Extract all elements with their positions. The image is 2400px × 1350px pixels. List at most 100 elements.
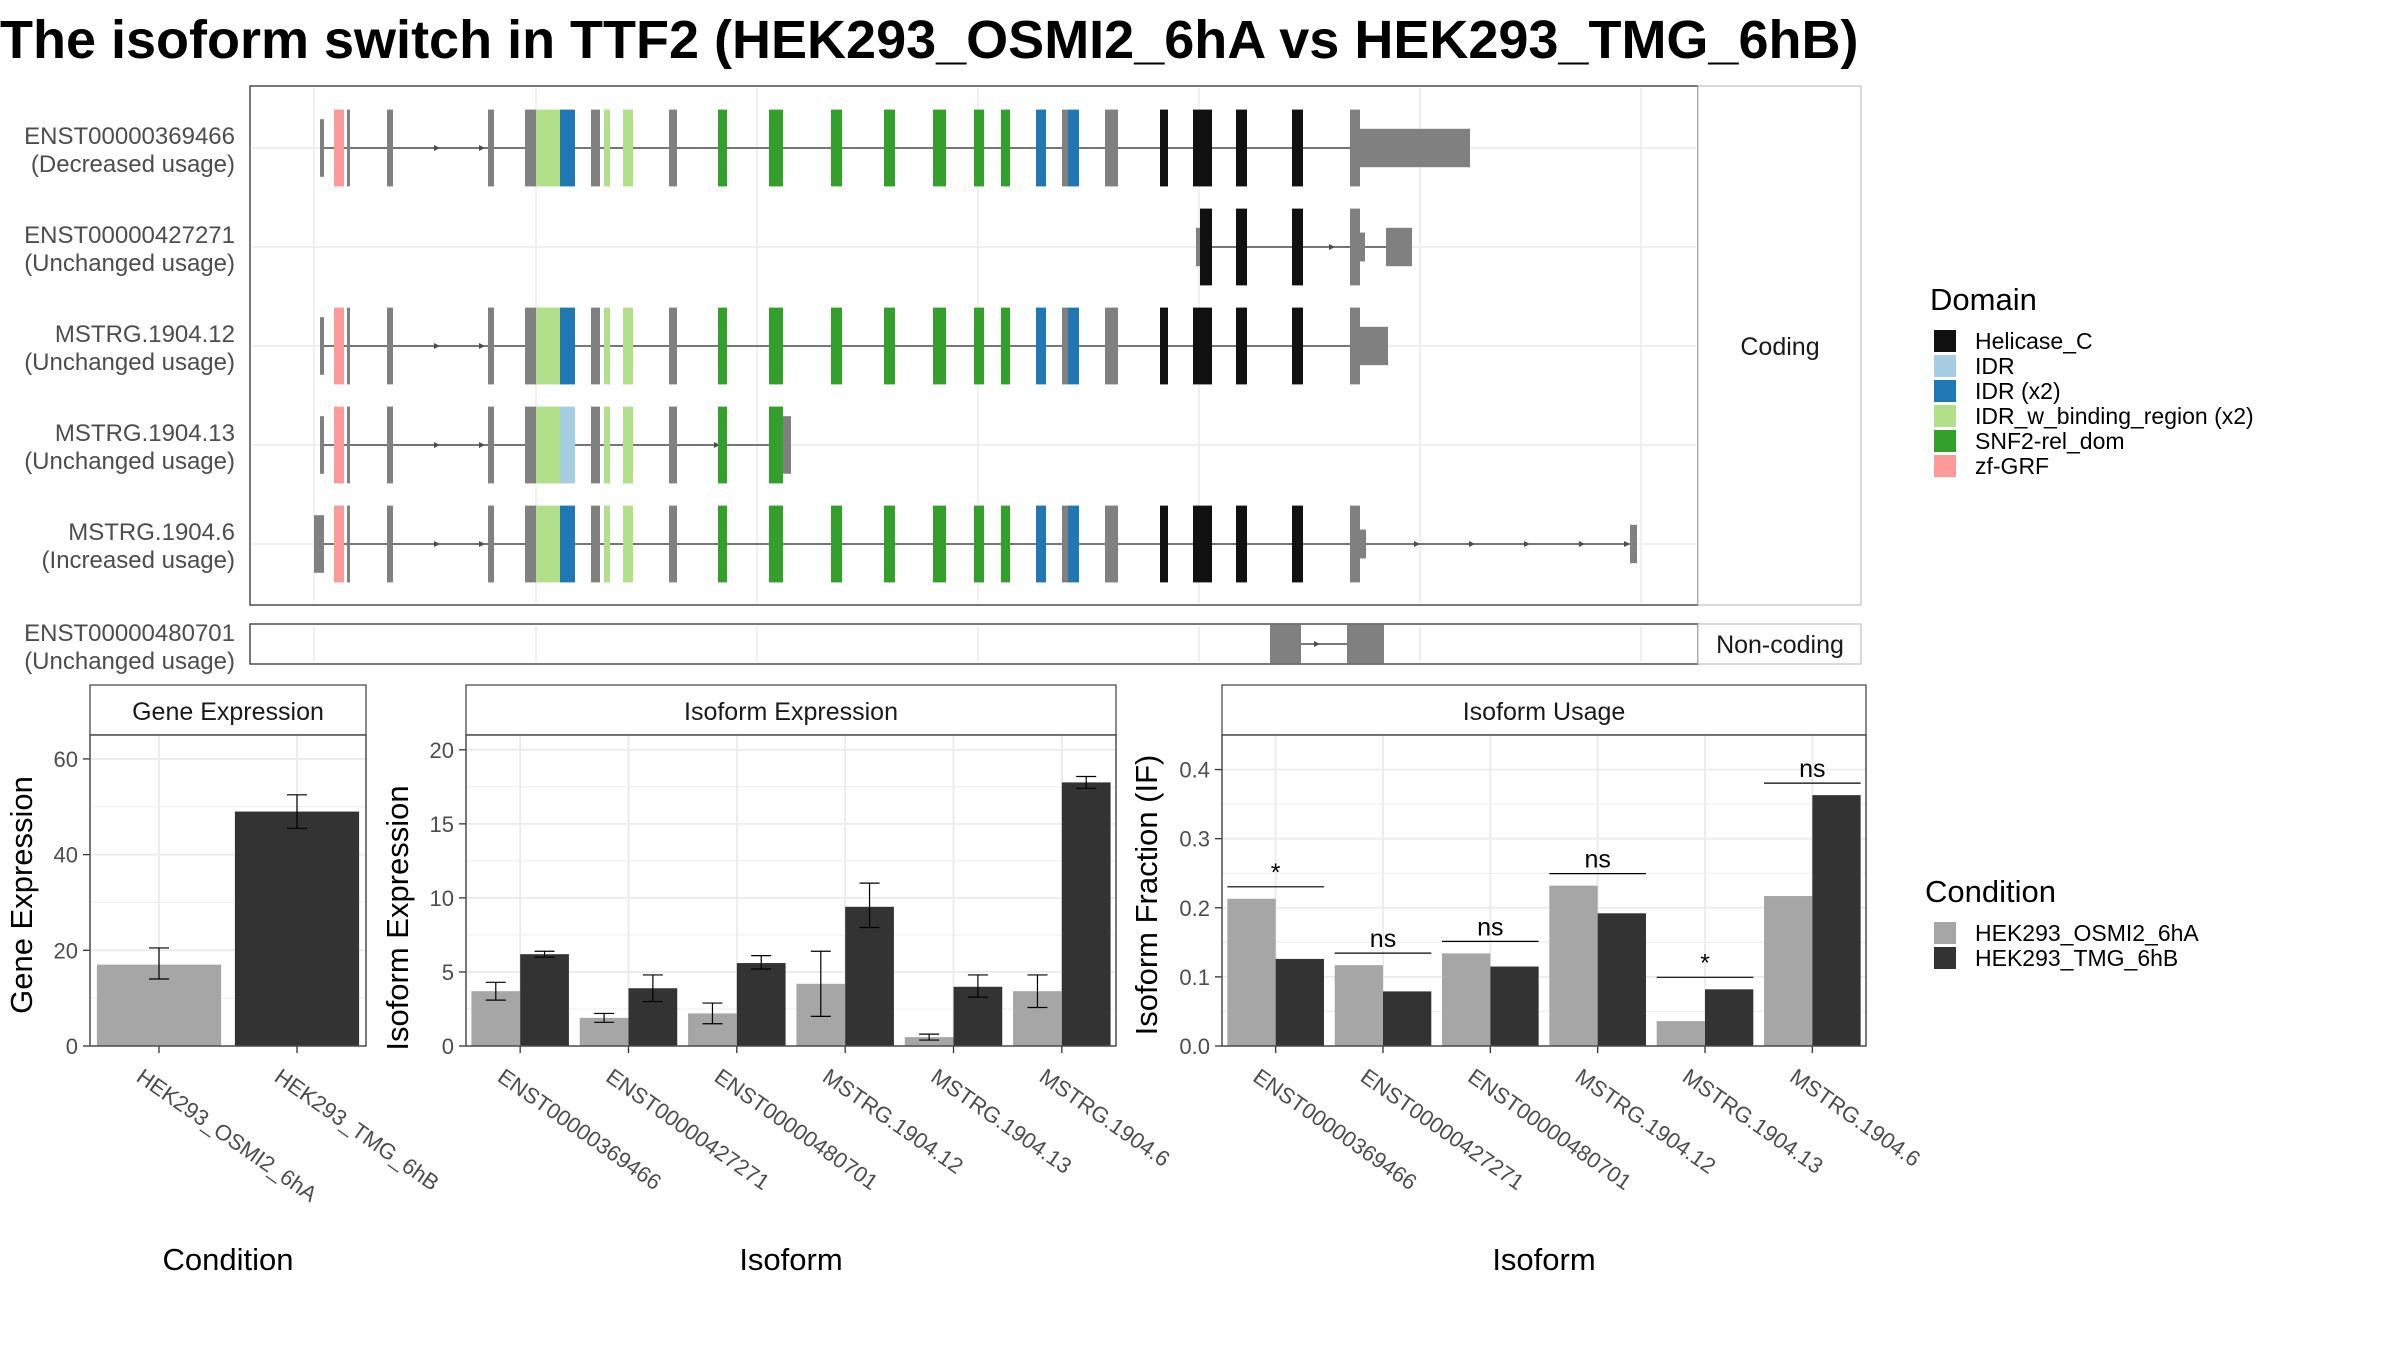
domain-exon — [1001, 307, 1010, 385]
domain-legend-label: zf-GRF — [1975, 453, 2049, 479]
y-tick-label: 20 — [430, 738, 454, 763]
strand-arrow — [714, 442, 720, 448]
bar — [1442, 953, 1491, 1046]
exon — [314, 515, 324, 573]
domain-exon — [604, 406, 610, 484]
bar — [736, 963, 786, 1046]
exon — [488, 505, 494, 583]
exon — [488, 109, 494, 187]
bar — [904, 1037, 954, 1046]
isoform-usage-chart: Isoform Usage Isoform Isoform Fraction (… — [1129, 684, 1925, 1277]
y-tick-label: 5 — [442, 960, 454, 985]
exon — [1350, 326, 1388, 366]
strand-arrow — [1329, 244, 1335, 250]
exon — [387, 406, 393, 484]
bar — [1383, 991, 1432, 1046]
domain-exon — [933, 109, 946, 187]
y-tick-label: 40 — [54, 843, 78, 868]
bar — [1334, 965, 1383, 1046]
coding-strip — [1697, 85, 1862, 606]
domain-exon — [536, 505, 560, 583]
domain-exon — [334, 307, 344, 385]
domain-exon — [1236, 109, 1247, 187]
domain-exon — [718, 505, 727, 583]
y-tick-label: 0 — [66, 1034, 78, 1059]
exon — [669, 109, 677, 187]
y-tick-label: 0.4 — [1179, 758, 1210, 783]
legend-label-condition-b: HEK293_TMG_6hB — [1975, 945, 2178, 971]
exon — [1350, 208, 1360, 286]
exon — [347, 406, 350, 484]
bar — [845, 906, 894, 1046]
strand-arrow — [1524, 541, 1530, 547]
significance-label: ns — [1799, 755, 1825, 783]
transcript-id: MSTRG.1904.6 — [68, 519, 235, 546]
domain-exon — [974, 109, 984, 187]
exon — [387, 109, 393, 187]
domain-legend-label: IDR — [1975, 353, 2015, 379]
exon — [525, 109, 536, 187]
strand-arrow — [434, 145, 440, 151]
domain-exon — [604, 307, 610, 385]
exon — [320, 317, 324, 375]
plot-border — [465, 734, 1117, 1047]
domain-exon — [974, 505, 984, 583]
domain-exon — [718, 109, 727, 187]
domain-legend-key — [1934, 380, 1956, 402]
exon — [387, 307, 393, 385]
transcript-usage: (Decreased usage) — [31, 151, 235, 178]
domain-exon — [831, 109, 842, 187]
exon — [1105, 109, 1118, 187]
y-tick-label: 0.2 — [1179, 896, 1210, 921]
significance-label: * — [1271, 859, 1281, 887]
domain-exon — [884, 109, 895, 187]
transcript-usage: (Unchanged usage) — [24, 648, 235, 675]
domain-exon — [1068, 307, 1079, 385]
exon — [1062, 109, 1068, 187]
exon — [387, 505, 393, 583]
isoform-usage-panel-title: Isoform Usage — [1463, 698, 1626, 726]
transcript-usage: (Unchanged usage) — [24, 448, 235, 475]
domain-exon — [831, 307, 842, 385]
gene-expression-x-axis-title: Condition — [163, 1242, 294, 1277]
coding-transcript-labels: ENST00000369466 (Decreased usage) ENST00… — [24, 123, 235, 574]
significance-label: ns — [1477, 913, 1503, 941]
domain-exon — [1001, 505, 1010, 583]
domain-exon — [1193, 109, 1212, 187]
domain-exon — [831, 505, 842, 583]
domain-exon — [1292, 505, 1303, 583]
domain-exon — [536, 406, 560, 484]
strand-arrow — [479, 541, 485, 547]
domain-exon — [1036, 307, 1046, 385]
domain-exon — [1292, 109, 1303, 187]
domain-exon — [1193, 307, 1212, 385]
isoform-usage-y-axis-title: Isoform Fraction (IF) — [1129, 755, 1164, 1036]
significance-label: ns — [1584, 846, 1610, 874]
domain-exon — [623, 505, 633, 583]
isoform-expression-x-axis-title: Isoform — [739, 1242, 842, 1277]
y-tick-label: 0 — [442, 1034, 454, 1059]
strand-arrow — [1579, 541, 1585, 547]
exon — [525, 307, 536, 385]
domain-exon — [334, 109, 344, 187]
domain-legend-key — [1934, 355, 1956, 377]
transcript-structure: Coding Non-coding ENST00000369466 (Decre… — [24, 85, 1862, 675]
bar — [234, 811, 360, 1046]
transcript-usage: (Increased usage) — [42, 547, 235, 574]
noncoding-panel — [249, 623, 1699, 665]
domain-exon — [1236, 307, 1247, 385]
exon — [1105, 307, 1118, 385]
domain-exon — [1068, 505, 1079, 583]
exon — [1196, 227, 1200, 267]
strand-arrow — [479, 343, 485, 349]
domain-exon — [623, 109, 633, 187]
exon — [320, 119, 324, 177]
bar — [1705, 989, 1754, 1046]
domain-exon — [1292, 208, 1303, 286]
isoform-expression-chart: Isoform Expression Isoform Isoform Expre… — [380, 684, 1175, 1277]
exon — [1630, 524, 1637, 564]
domain-exon — [769, 307, 783, 385]
exon — [783, 416, 791, 474]
